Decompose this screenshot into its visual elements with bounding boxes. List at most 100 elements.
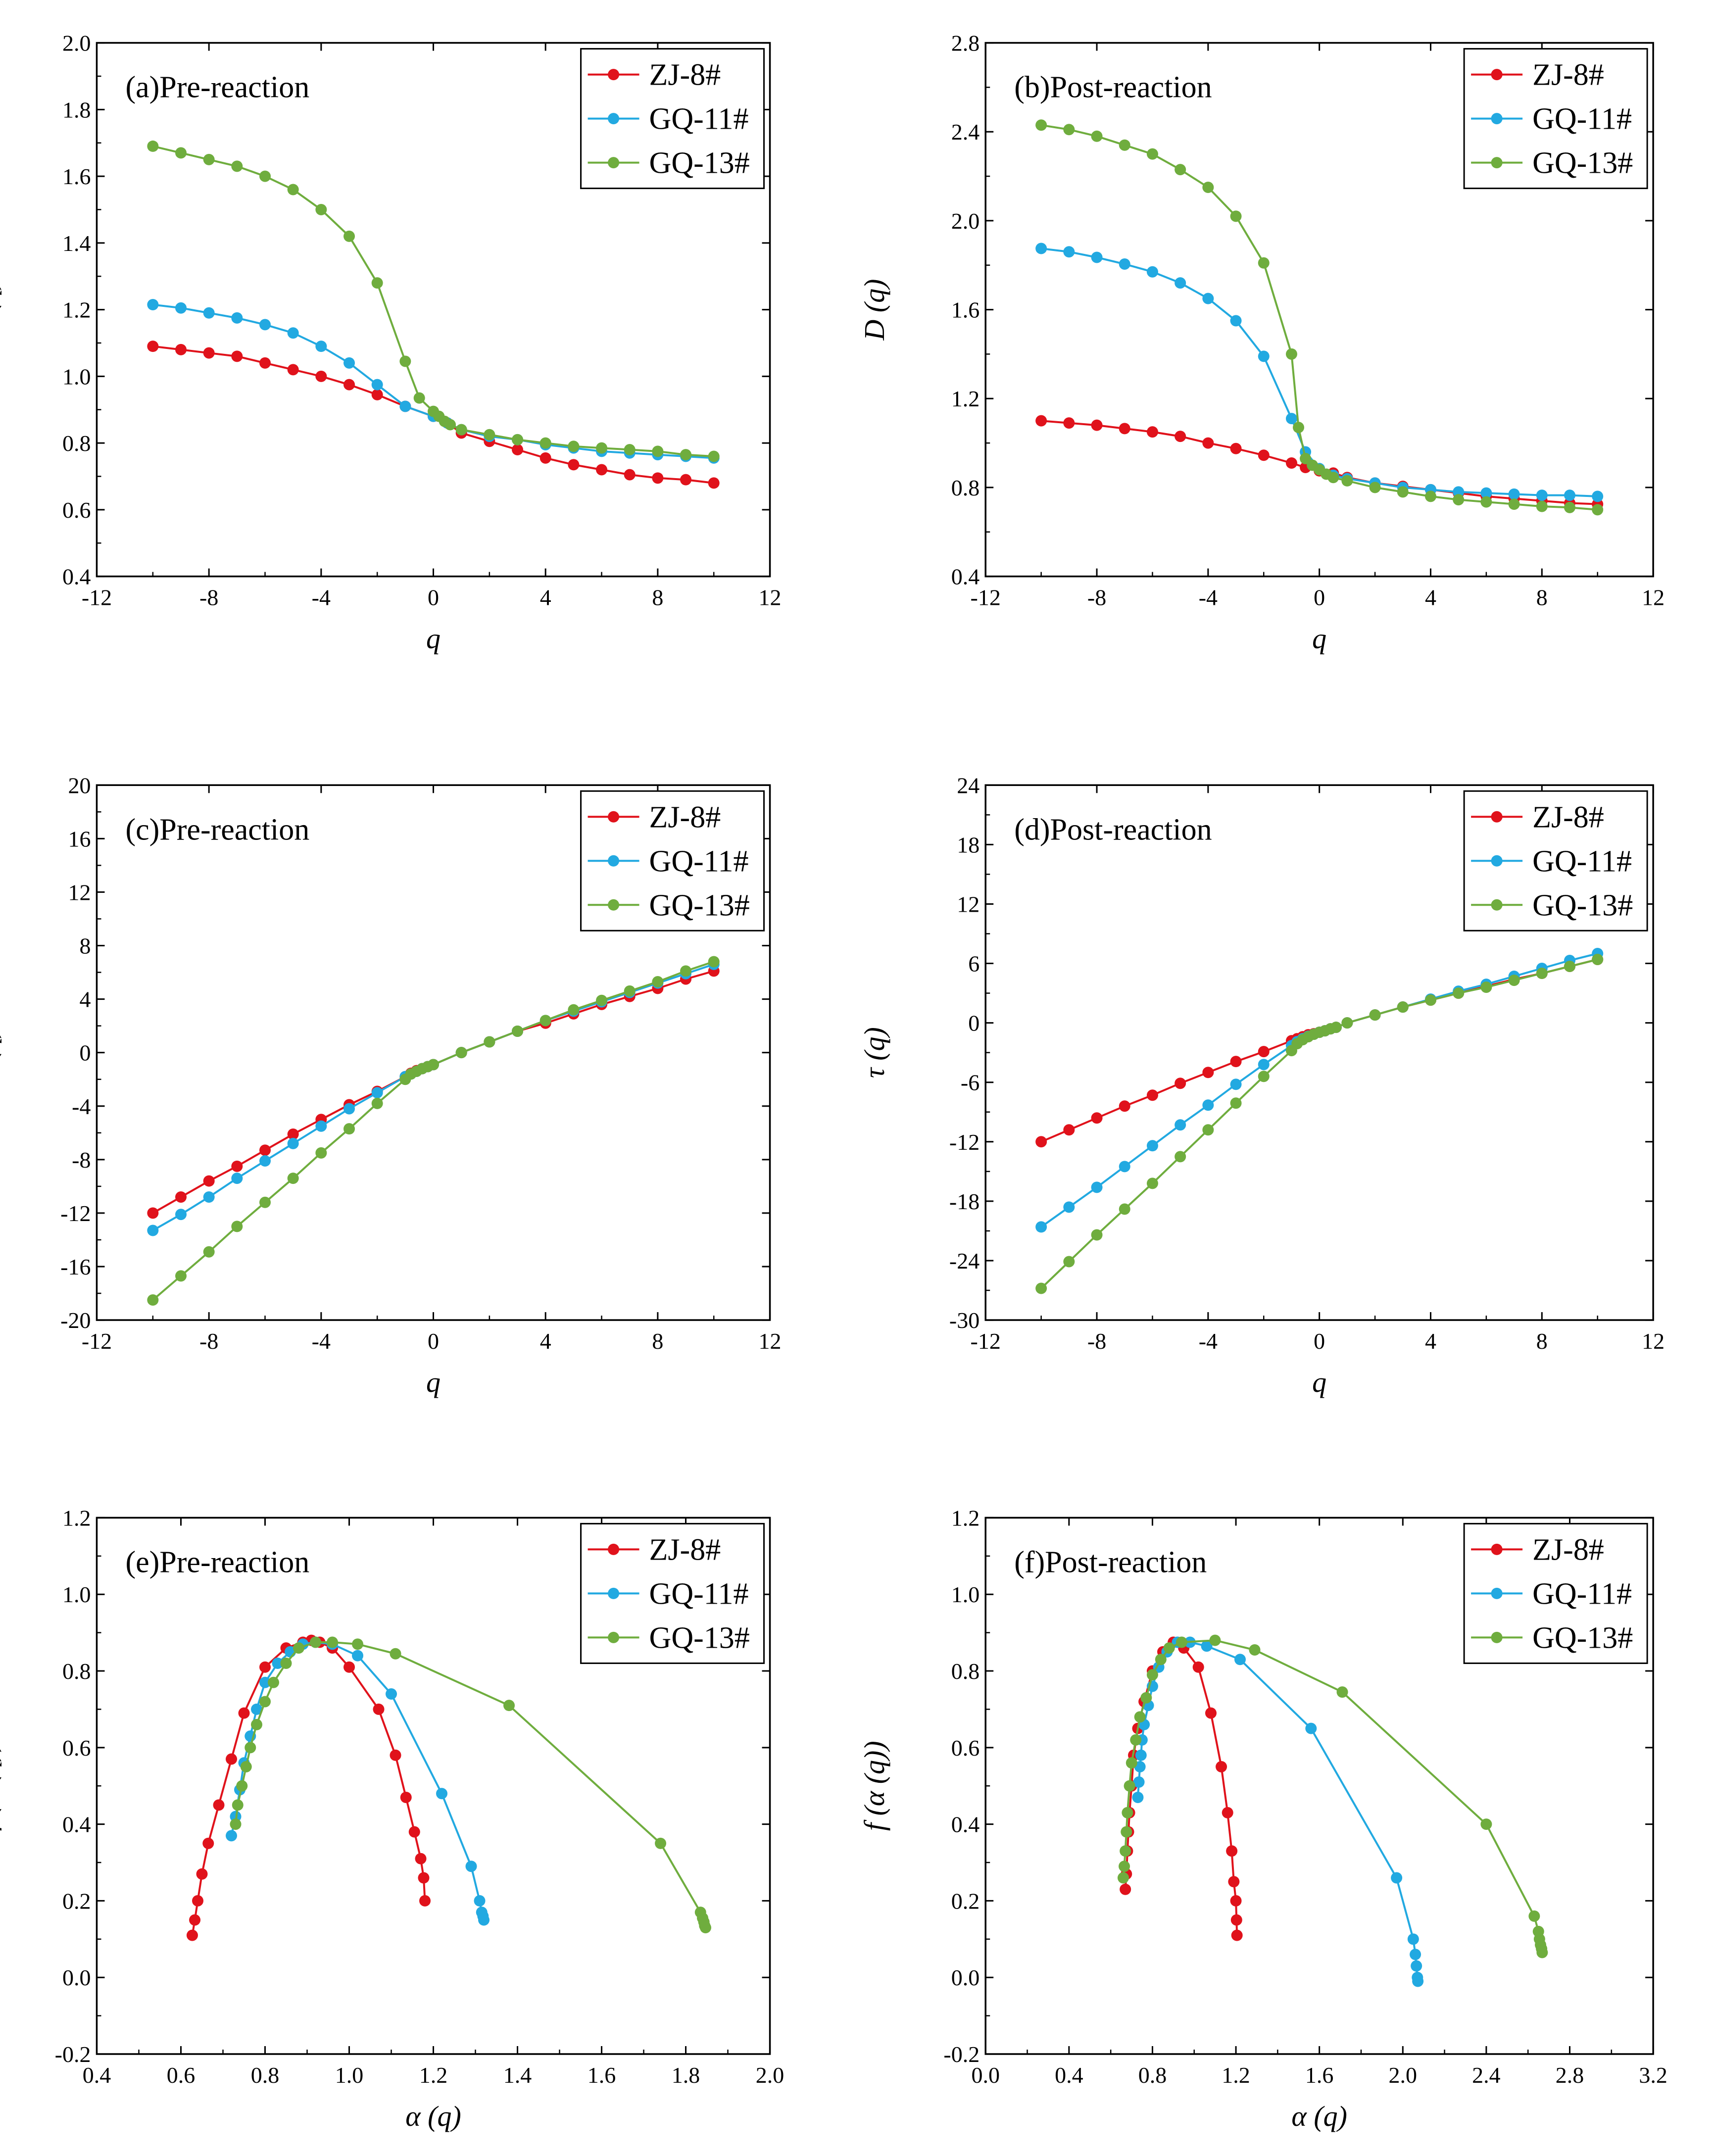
data-point	[1175, 1078, 1186, 1089]
legend-label: ZJ-8#	[649, 58, 721, 92]
y-tick-label: 1.4	[62, 231, 91, 256]
data-point	[315, 1120, 327, 1132]
panel-title: (f)Post-reaction	[1014, 1545, 1207, 1579]
series-line	[1122, 1639, 1543, 1953]
y-tick-label: -12	[60, 1201, 91, 1226]
data-point	[1230, 210, 1242, 222]
data-point	[1155, 1654, 1167, 1666]
data-point	[474, 1895, 486, 1907]
data-point	[259, 170, 271, 182]
data-point	[343, 379, 355, 391]
data-point	[1119, 423, 1130, 435]
y-tick-label: 1.8	[62, 97, 91, 122]
legend-label: GQ-13#	[1532, 1621, 1633, 1655]
x-tick-label: 0.4	[1055, 2062, 1083, 2088]
series-GQ-13	[1117, 1634, 1548, 1959]
data-point	[444, 419, 456, 431]
y-tick-label: 2.4	[951, 119, 980, 145]
data-point	[1091, 251, 1103, 263]
data-point	[1175, 1636, 1187, 1648]
y-tick-label: 1.2	[62, 297, 91, 323]
data-point	[1341, 1017, 1353, 1029]
data-point	[512, 434, 524, 445]
data-point	[1202, 1099, 1214, 1111]
legend-swatch-marker	[1491, 899, 1503, 911]
data-point	[343, 1103, 355, 1115]
x-axis-title: q	[426, 623, 441, 655]
legend-swatch-marker	[1491, 811, 1503, 823]
data-point	[147, 1225, 159, 1236]
data-point	[1119, 1203, 1130, 1215]
y-tick-label: -6	[961, 1070, 979, 1095]
data-point	[196, 1868, 208, 1880]
legend-swatch-marker	[608, 113, 620, 125]
x-tick-label: 2.8	[1556, 2062, 1584, 2088]
data-point	[287, 1137, 299, 1149]
series-line	[1041, 247, 1598, 497]
legend-swatch-marker	[1491, 855, 1503, 867]
data-point	[1424, 994, 1436, 1006]
data-point	[1285, 457, 1297, 469]
x-tick-label: 1.4	[503, 2062, 532, 2088]
data-point	[1564, 501, 1576, 513]
data-point	[390, 1648, 401, 1660]
data-point	[203, 153, 215, 165]
y-tick-label: 0.4	[62, 1812, 91, 1837]
data-point	[1119, 1161, 1130, 1173]
legend-item-GQ-13: GQ-13#	[588, 147, 750, 180]
series-GQ-11	[1132, 1636, 1424, 1987]
data-point	[1063, 1201, 1075, 1213]
legend-swatch-marker	[1491, 1587, 1503, 1599]
data-point	[655, 1837, 667, 1849]
legend: ZJ-8# GQ-11# GQ-13#	[580, 1522, 765, 1664]
data-point	[624, 985, 636, 997]
data-point	[1146, 1140, 1158, 1152]
data-point	[503, 1700, 515, 1712]
data-point	[1146, 426, 1158, 438]
y-tick-label: 0.2	[951, 1888, 980, 1913]
data-point	[1063, 246, 1075, 258]
data-point	[1528, 1910, 1540, 1922]
y-tick-label: 0	[968, 1011, 979, 1036]
data-point	[343, 230, 355, 242]
legend-swatch-marker	[608, 1543, 620, 1555]
data-point	[1258, 1071, 1270, 1082]
legend-item-GQ-13: GQ-13#	[1471, 147, 1633, 180]
legend-label: GQ-11#	[649, 1577, 749, 1611]
chart-panel-f: 0.0 0.4 0.8 1.2 1.6 2.0 2.4 2.8 3.2-0.20.00.20.4…	[858, 1505, 1667, 2132]
data-point	[1222, 1807, 1233, 1818]
y-tick-label: -12	[949, 1129, 979, 1155]
data-point	[418, 1872, 430, 1884]
data-point	[1063, 417, 1075, 429]
data-point	[175, 343, 187, 355]
data-point	[1480, 487, 1492, 499]
x-tick-label: 0	[428, 585, 439, 610]
x-tick-label: -12	[971, 1328, 1001, 1354]
legend-item-GQ-13: GQ-13#	[1471, 888, 1633, 922]
data-point	[1202, 1067, 1214, 1078]
data-point	[1480, 1818, 1492, 1830]
data-point	[259, 1155, 271, 1167]
data-point	[310, 1636, 322, 1648]
panel-title: (a)Pre-reaction	[125, 71, 309, 104]
data-point	[343, 1123, 355, 1135]
series-GQ-13	[1035, 954, 1604, 1294]
data-point	[1175, 1119, 1186, 1131]
data-point	[1202, 1124, 1214, 1136]
data-point	[343, 1661, 355, 1673]
data-point	[231, 350, 243, 362]
y-tick-label: 0	[79, 1040, 91, 1066]
data-point	[1536, 968, 1548, 980]
data-point	[455, 424, 467, 436]
data-point	[251, 1703, 263, 1715]
data-point	[1234, 1654, 1246, 1666]
data-point	[371, 379, 383, 391]
data-point	[1035, 119, 1047, 131]
series-line	[1040, 958, 1598, 1143]
data-point	[415, 1853, 427, 1864]
data-point	[1035, 1282, 1047, 1294]
y-tick-label: 12	[957, 891, 979, 917]
data-point	[352, 1650, 364, 1662]
data-point	[539, 437, 551, 449]
